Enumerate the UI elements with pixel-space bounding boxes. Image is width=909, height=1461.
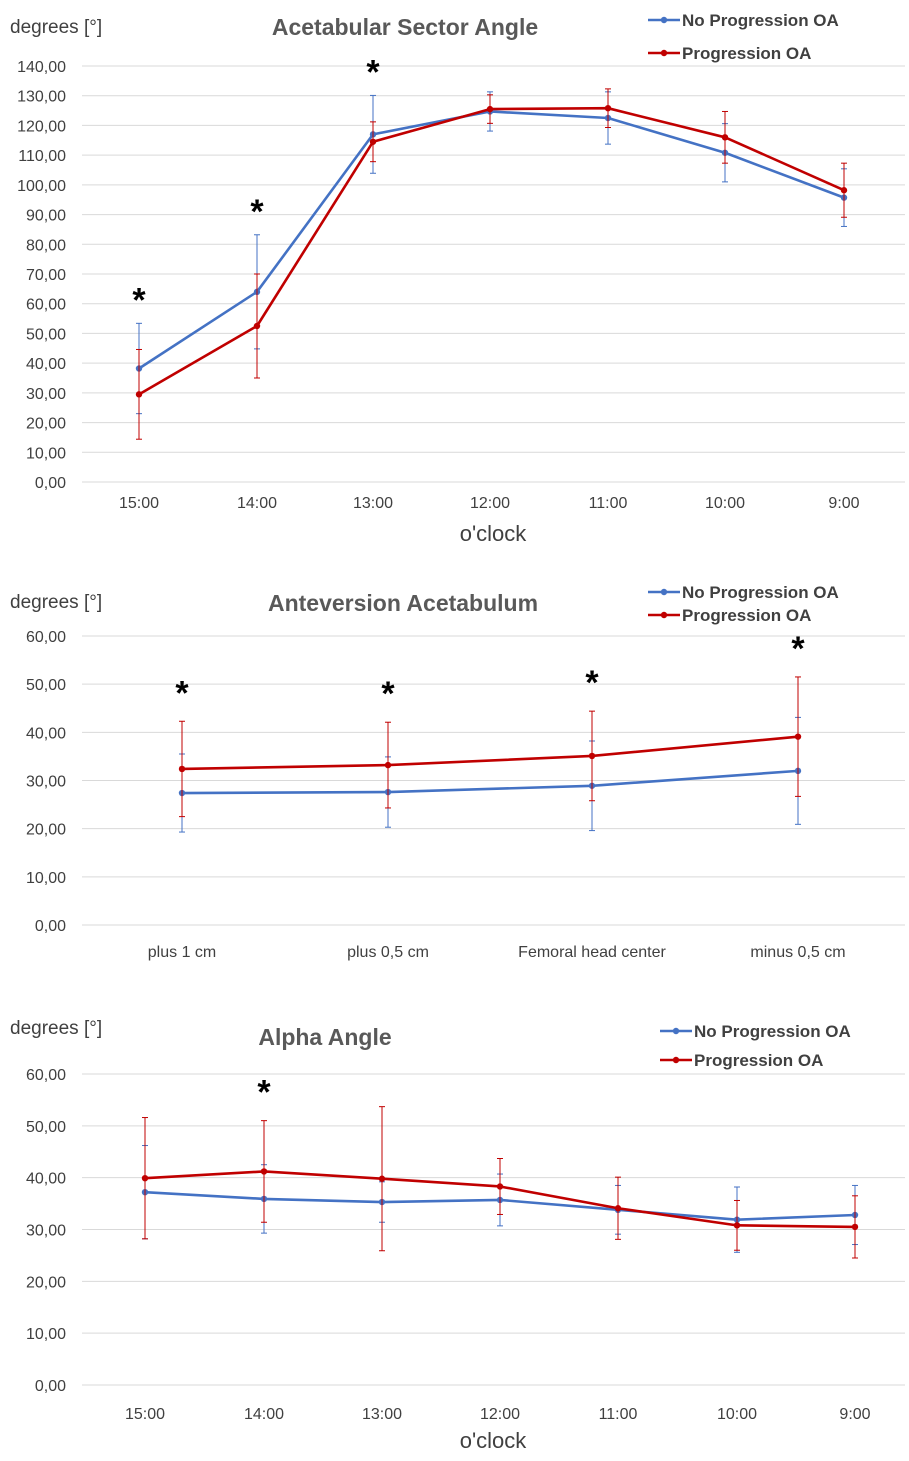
x-tick-label: Femoral head center [518, 944, 666, 961]
y-tick-label: 50,00 [26, 677, 66, 694]
x-tick-label: 12:00 [480, 1406, 520, 1423]
legend-label: Progression OA [694, 1051, 823, 1070]
data-point [734, 1222, 740, 1228]
data-point [261, 1168, 267, 1174]
y-axis-label: degrees [°] [10, 592, 102, 613]
significance-star: * [175, 674, 189, 712]
y-tick-label: 30,00 [26, 386, 66, 403]
x-axis-label: o'clock [460, 521, 528, 546]
y-tick-label: 90,00 [26, 208, 66, 225]
data-point [615, 1205, 621, 1211]
data-point [497, 1183, 503, 1189]
significance-star: * [791, 630, 805, 668]
x-tick-label: 12:00 [470, 495, 510, 512]
legend-label: No Progression OA [694, 1022, 851, 1041]
y-tick-label: 130,00 [17, 89, 66, 106]
y-tick-label: 60,00 [26, 629, 66, 646]
data-point [852, 1224, 858, 1230]
chart-title: Anteversion Acetabulum [268, 590, 538, 616]
x-tick-label: plus 0,5 cm [347, 944, 429, 961]
legend-label: Progression OA [682, 44, 811, 63]
data-point [254, 323, 260, 329]
significance-star: * [366, 53, 380, 91]
legend-marker [673, 1057, 679, 1063]
y-tick-label: 20,00 [26, 1274, 66, 1291]
data-point [589, 753, 595, 759]
x-tick-label: 14:00 [244, 1406, 284, 1423]
significance-star: * [585, 664, 599, 702]
legend-marker [661, 589, 667, 595]
legend-label: Progression OA [682, 606, 811, 625]
x-tick-label: 15:00 [125, 1406, 165, 1423]
x-tick-label: 9:00 [828, 495, 859, 512]
data-point [136, 391, 142, 397]
legend-marker [661, 612, 667, 618]
y-tick-label: 50,00 [26, 1119, 66, 1136]
y-tick-label: 50,00 [26, 326, 66, 343]
x-axis-label: o'clock [460, 1428, 528, 1453]
y-tick-label: 10,00 [26, 870, 66, 887]
y-tick-label: 40,00 [26, 356, 66, 373]
data-point [385, 762, 391, 768]
chart-title: Acetabular Sector Angle [272, 14, 538, 40]
y-tick-label: 40,00 [26, 1171, 66, 1188]
y-tick-label: 0,00 [35, 918, 66, 935]
data-point [841, 187, 847, 193]
series-line-no-progression [182, 771, 798, 793]
y-tick-label: 30,00 [26, 1223, 66, 1240]
x-tick-label: 13:00 [362, 1406, 402, 1423]
series-line-progression [182, 737, 798, 769]
data-point [487, 106, 493, 112]
y-tick-label: 10,00 [26, 1326, 66, 1343]
legend-label: No Progression OA [682, 11, 839, 30]
y-tick-label: 0,00 [35, 475, 66, 492]
y-tick-label: 120,00 [17, 118, 66, 135]
x-tick-label: 13:00 [353, 495, 393, 512]
y-tick-label: 30,00 [26, 774, 66, 791]
y-tick-label: 140,00 [17, 59, 66, 76]
y-tick-label: 0,00 [35, 1378, 66, 1395]
legend-marker [661, 50, 667, 56]
significance-star: * [250, 193, 264, 231]
series-line-no-progression [139, 111, 844, 368]
y-tick-label: 10,00 [26, 445, 66, 462]
chart-title: Alpha Angle [258, 1024, 391, 1050]
data-point [179, 766, 185, 772]
y-tick-label: 20,00 [26, 822, 66, 839]
y-tick-label: 80,00 [26, 237, 66, 254]
significance-star: * [257, 1074, 271, 1112]
legend-label: No Progression OA [682, 583, 839, 602]
y-tick-label: 40,00 [26, 725, 66, 742]
x-tick-label: 9:00 [839, 1406, 870, 1423]
y-tick-label: 20,00 [26, 416, 66, 433]
data-point [795, 733, 801, 739]
y-tick-label: 100,00 [17, 178, 66, 195]
x-tick-label: 15:00 [119, 495, 159, 512]
series-line-progression [139, 108, 844, 394]
data-point [722, 134, 728, 140]
y-tick-label: 60,00 [26, 1067, 66, 1084]
significance-star: * [381, 675, 395, 713]
x-tick-label: 10:00 [717, 1406, 757, 1423]
y-tick-label: 60,00 [26, 297, 66, 314]
legend-marker [661, 17, 667, 23]
data-point [379, 1176, 385, 1182]
y-axis-label: degrees [°] [10, 17, 102, 38]
y-tick-label: 110,00 [18, 148, 66, 165]
significance-star: * [132, 281, 146, 319]
data-point [370, 139, 376, 145]
data-point [605, 105, 611, 111]
data-point [142, 1175, 148, 1181]
x-tick-label: 11:00 [589, 495, 628, 512]
x-tick-label: 10:00 [705, 495, 745, 512]
x-tick-label: 11:00 [599, 1406, 638, 1423]
legend-marker [673, 1028, 679, 1034]
x-tick-label: plus 1 cm [148, 944, 216, 961]
y-tick-label: 70,00 [26, 267, 66, 284]
x-tick-label: minus 0,5 cm [750, 944, 845, 961]
x-tick-label: 14:00 [237, 495, 277, 512]
y-axis-label: degrees [°] [10, 1018, 102, 1039]
